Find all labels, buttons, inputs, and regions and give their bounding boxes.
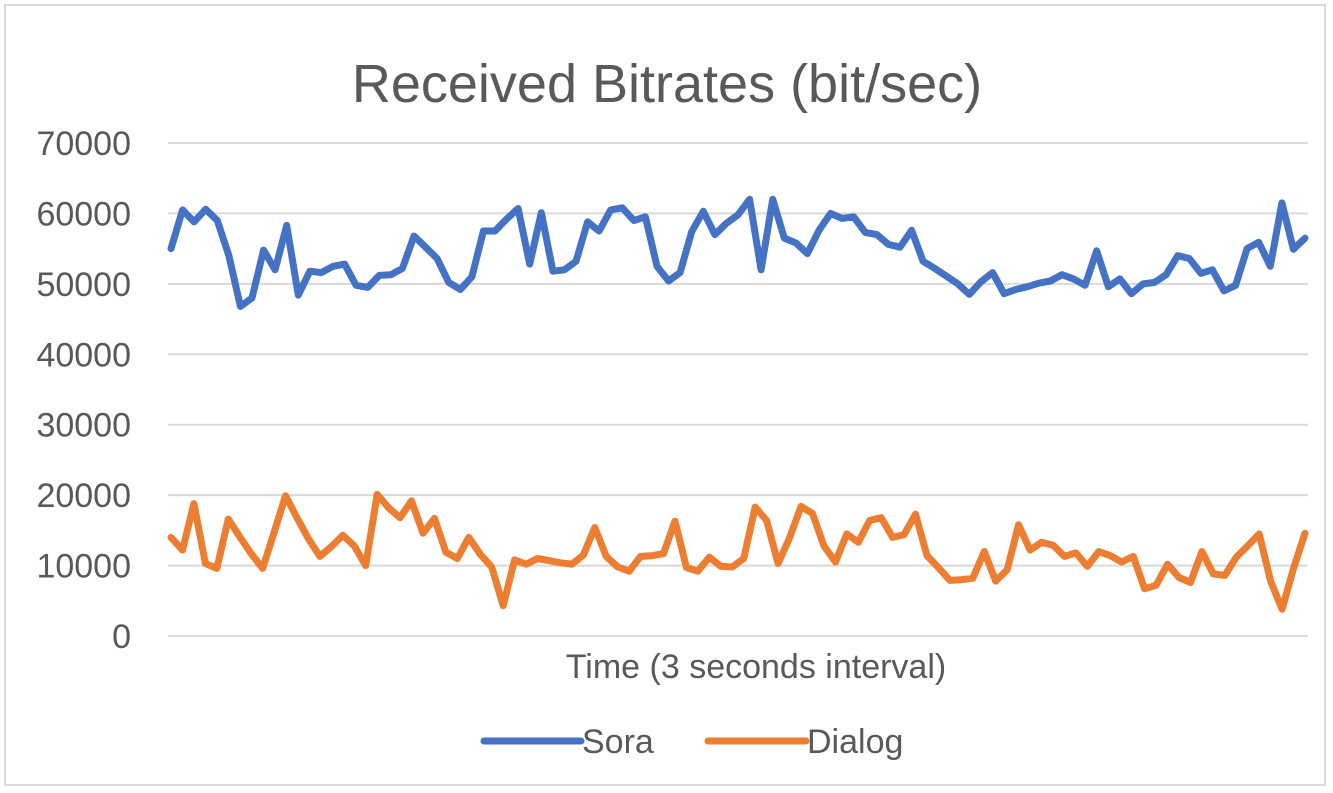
y-tick-label: 30000 xyxy=(36,407,131,445)
x-axis-title: Time (3 seconds interval) xyxy=(566,648,946,686)
series-line-sora xyxy=(167,195,1309,310)
y-tick-label: 40000 xyxy=(36,336,131,374)
chart-title: Received Bitrates (bit/sec) xyxy=(352,54,982,114)
y-tick-label: 20000 xyxy=(36,477,131,515)
y-tick-label: 10000 xyxy=(36,548,131,586)
y-tick-label: 60000 xyxy=(36,195,131,233)
y-tick-label: 50000 xyxy=(36,266,131,304)
line-chart: Received Bitrates (bit/sec) 0 10000 20000 3… xyxy=(36,54,1309,761)
y-tick-label: 70000 xyxy=(36,125,131,163)
chart-area: Received Bitrates (bit/sec) 0 10000 20000 3… xyxy=(4,4,1326,786)
y-axis-tick-labels: 0 10000 20000 30000 40000 50000 60000 70000 xyxy=(36,125,131,656)
legend-label-dialog: Dialog xyxy=(807,723,903,761)
series-lines xyxy=(167,195,1309,613)
series-line-dialog xyxy=(167,490,1309,613)
legend: Sora Dialog xyxy=(480,723,903,761)
legend-label-sora: Sora xyxy=(582,723,654,761)
y-tick-label: 0 xyxy=(112,618,131,656)
